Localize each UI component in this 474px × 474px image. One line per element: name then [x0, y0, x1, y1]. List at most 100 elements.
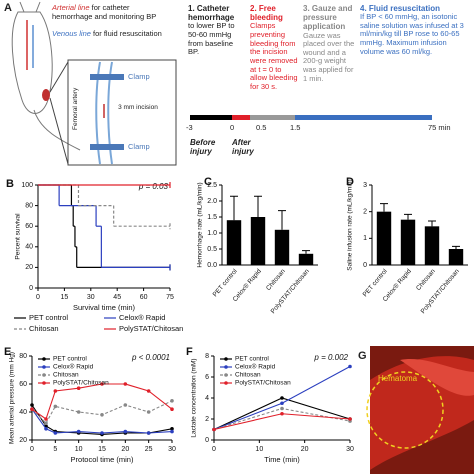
series-line — [31, 383, 173, 420]
point — [280, 411, 284, 416]
x-tick-label: 20 — [301, 446, 309, 453]
point — [170, 429, 174, 434]
x-axis-label: Protocol time (min) — [71, 455, 134, 464]
y-tick-label: 2.0 — [207, 198, 217, 205]
legend-label: Chitosan — [29, 324, 59, 333]
y-axis-label: Hemorrhage rate (mL/kg/min) — [197, 182, 204, 267]
legend-label: Chitosan — [235, 372, 261, 379]
step: 2. Free bleeding Clamps preventing bleedi… — [250, 4, 300, 91]
point — [123, 382, 128, 386]
timeline-tick: 1.5 — [290, 123, 301, 132]
annotation: p = 0.002 — [313, 353, 348, 362]
legend-label: PolySTAT/Chitosan — [119, 324, 183, 333]
point — [280, 406, 284, 411]
point — [146, 431, 151, 435]
point — [76, 410, 81, 414]
femoral-artery — [95, 61, 113, 165]
clamp-label: Clamp — [128, 72, 150, 81]
timeline-before: Before injury — [190, 138, 216, 157]
bar — [274, 229, 290, 265]
y-tick-label: 60 — [19, 381, 27, 388]
y-axis-label: Mean arterial pressure (mm Hg) — [9, 352, 16, 444]
step-text: If BP < 60 mmHg, an isotonic saline solu… — [360, 12, 464, 56]
y-tick-label: 0 — [205, 437, 209, 444]
inset-box — [67, 59, 177, 166]
y-tick-label: 0.5 — [207, 246, 217, 253]
step-text: Clamps preventing bleeding from the inci… — [250, 21, 298, 91]
point — [30, 407, 34, 412]
point — [280, 396, 284, 400]
panel-label: D — [346, 176, 354, 188]
point — [280, 401, 284, 406]
x-tick-label: 0 — [30, 446, 34, 453]
legend-marker — [42, 373, 46, 377]
step: 4. Fluid resuscitation If BP < 60 mmHg, a… — [360, 4, 470, 56]
timeline-after: After injury — [232, 138, 254, 157]
y-tick-label: 2 — [205, 416, 209, 423]
legend-label: PolySTAT/Chitosan — [53, 380, 109, 387]
bar — [424, 226, 440, 265]
y-axis-label: Percent survival — [15, 213, 22, 260]
y-tick-label: 2.5 — [207, 182, 217, 189]
point — [100, 413, 104, 417]
point — [53, 404, 58, 409]
y-tick-label: 0.0 — [207, 262, 217, 269]
error-bar — [230, 195, 238, 221]
y-tick-label: 2 — [363, 209, 367, 216]
x-tick-label: 30 — [346, 446, 354, 453]
y-tick-label: 0 — [29, 285, 33, 292]
point — [100, 431, 104, 435]
point — [44, 421, 48, 426]
y-tick-label: 80 — [25, 202, 33, 209]
clamp — [90, 144, 124, 150]
x-tick-label: 20 — [121, 446, 129, 453]
x-axis-label: Time (min) — [264, 455, 300, 464]
x-tick-label: 10 — [255, 446, 263, 453]
point — [53, 431, 58, 435]
tissue — [400, 358, 474, 396]
point — [146, 389, 151, 393]
bar — [400, 219, 416, 265]
y-tick-label: 3 — [363, 182, 367, 189]
bar — [448, 249, 464, 265]
error-bar — [278, 210, 286, 230]
panel-label: F — [186, 346, 193, 358]
x-tick-label: 45 — [113, 294, 121, 301]
legend-marker — [224, 373, 228, 377]
point — [212, 427, 216, 432]
error-bar — [428, 220, 436, 227]
y-tick-label: 4 — [205, 395, 209, 402]
y-tick-label: 20 — [25, 264, 33, 271]
series-line — [31, 408, 173, 434]
bar — [376, 211, 392, 265]
timeline-tick: 75 min — [428, 123, 451, 132]
rat-body — [11, 11, 53, 114]
point — [30, 403, 34, 407]
y-tick-label: 60 — [25, 223, 33, 230]
x-tick-label: 25 — [145, 446, 153, 453]
x-tick-label: Chitosan — [265, 268, 287, 292]
clamp — [90, 74, 124, 80]
x-tick-label: 0 — [36, 294, 40, 301]
panel-label: E — [4, 346, 11, 358]
arterial-desc: for catheter hemorrhage and monitoring B… — [52, 3, 157, 21]
arterial-note: Arterial line for catheter hemorrhage an… — [52, 3, 172, 21]
point — [44, 417, 48, 421]
y-tick-label: 0 — [363, 262, 367, 269]
rat-tail — [33, 109, 81, 151]
x-tick-label: 5 — [53, 446, 57, 453]
y-tick-label: 1.0 — [207, 230, 217, 237]
timeline-segment — [295, 115, 432, 120]
legend-marker — [42, 381, 46, 385]
y-tick-label: 1 — [363, 235, 367, 242]
venous-note: Venous line for fluid resuscitation — [52, 29, 162, 39]
y-tick-label: 1.5 — [207, 214, 217, 221]
point — [100, 382, 104, 386]
timeline-tick: 0 — [230, 123, 235, 132]
x-tick-label: 75 — [166, 294, 174, 301]
error-bar — [302, 250, 310, 254]
bar — [250, 217, 266, 265]
venous-desc: for fluid resuscitation — [93, 29, 162, 38]
panel-label: A — [4, 2, 12, 14]
